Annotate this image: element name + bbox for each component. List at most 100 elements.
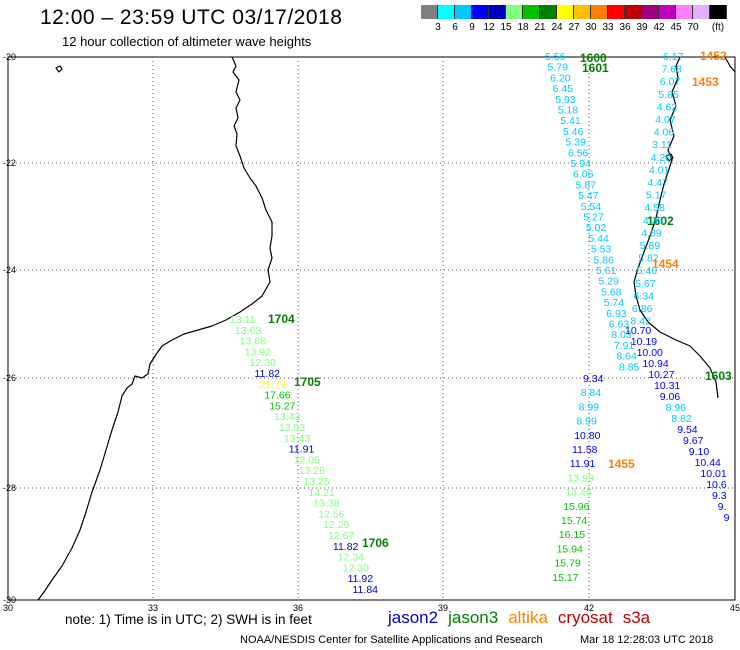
time-label: 1601 — [582, 61, 609, 75]
swh-value: 4.01 — [649, 164, 670, 176]
swh-value: 5.93 — [555, 94, 576, 106]
lat-label: -28 — [3, 483, 16, 493]
scale-swatch — [523, 5, 540, 19]
map-frame — [7, 56, 736, 601]
island-outline — [55, 65, 63, 73]
swh-value: 4.20 — [651, 152, 672, 164]
scale-swatch — [591, 5, 608, 19]
lon-label: 39 — [438, 603, 448, 613]
coastline — [37, 56, 736, 601]
swh-value: 12.34 — [338, 552, 364, 564]
scale-label: 18 — [517, 22, 529, 33]
scale-swatch — [710, 5, 727, 19]
swh-value: 15.96 — [563, 501, 589, 513]
swh-value: 8.85 — [619, 361, 640, 373]
legend-s3a: s3a — [622, 608, 651, 627]
swh-value: 13.92 — [245, 346, 271, 358]
swh-value: 10.01 — [700, 468, 726, 480]
scale-label: 15 — [500, 22, 512, 33]
swh-value: 5.94 — [571, 158, 592, 170]
scale-label: 39 — [636, 22, 648, 33]
swh-value: 5.17 — [646, 190, 667, 202]
swh-value: 13.43 — [274, 411, 300, 423]
scale-swatch — [574, 5, 591, 19]
swh-value: 13.68 — [240, 336, 266, 348]
swh-value: 10.44 — [695, 457, 721, 469]
swh-value: 17.66 — [264, 390, 290, 402]
credit-text: NOAA/NESDIS Center for Satellite Applica… — [240, 634, 543, 646]
swh-value: 15.79 — [554, 558, 580, 570]
swh-value: 5.79 — [548, 62, 569, 74]
swh-value: 13.63 — [235, 325, 261, 337]
scale-swatch — [625, 5, 642, 19]
scale-swatch — [540, 5, 557, 19]
swh-value: 5.54 — [581, 201, 602, 213]
scale-label: 36 — [619, 22, 631, 33]
swh-value: 7.91 — [614, 340, 635, 352]
swh-value: 9.54 — [677, 424, 698, 436]
swh-value: 6.17 — [663, 51, 684, 63]
swh-value: 8.99 — [579, 401, 600, 413]
scale-label: 70 — [687, 22, 699, 33]
lat-label: -20 — [3, 52, 16, 62]
scale-label: 42 — [653, 22, 665, 33]
swh-value: 5.86 — [593, 254, 614, 266]
swh-value: 13.38 — [313, 498, 339, 510]
scale-label: 9 — [469, 22, 475, 33]
swh-value: 5.67 — [635, 278, 656, 290]
swh-value: 6.20 — [550, 72, 571, 84]
madagascar-north-coast — [724, 56, 736, 73]
swh-value: 9.67 — [683, 435, 704, 447]
swh-value: 5.85 — [658, 89, 679, 101]
scale-swatch — [608, 5, 625, 19]
swh-value: 5.87 — [576, 179, 597, 191]
swh-value: 5.53 — [591, 244, 612, 256]
generated-timestamp: Mar 18 12:28:03 UTC 2018 — [580, 634, 714, 646]
lon-label: 30 — [3, 603, 13, 613]
swh-value: 9 — [724, 512, 730, 524]
swh-value: 21.79 — [259, 379, 285, 391]
altimeter-tracks: 13.1113.6313.6813.9212.3011.8221.7917.66… — [230, 49, 732, 596]
swh-value: 4.35 — [643, 215, 664, 227]
swh-value: 13.93 — [279, 422, 305, 434]
swh-value: 5.61 — [596, 265, 617, 277]
swh-value: 4.06 — [654, 127, 675, 139]
satellite-legend: jason2 jason3 altika cryosat s3a — [388, 608, 660, 628]
time-label: 1602 — [647, 214, 674, 228]
swh-value: 7.68 — [661, 64, 682, 76]
scale-label: 33 — [602, 22, 614, 33]
scale-label: 3 — [435, 22, 441, 33]
time-label: 1452 — [700, 49, 727, 63]
swh-value: 4.58 — [644, 202, 665, 214]
swh-value: 13.25 — [304, 476, 330, 488]
swh-value: 5.29 — [599, 276, 620, 288]
swh-value: 13.11 — [230, 314, 256, 326]
swh-value: 5.46 — [563, 126, 584, 138]
swh-value: 9. — [718, 501, 727, 513]
scale-swatch — [472, 5, 489, 19]
color-scale-labels: 3 6 9 12 15 18 21 24 27 30 33 36 39 42 45 70 (ft) — [421, 22, 740, 36]
scale-label: 30 — [585, 22, 597, 33]
swh-value: 13.99 — [568, 472, 594, 484]
madagascar-coast — [633, 56, 719, 399]
swh-value: 5.82 — [638, 253, 659, 265]
scale-swatch — [506, 5, 523, 19]
swh-value: 10.27 — [648, 369, 674, 381]
swh-value: 12.30 — [250, 357, 276, 369]
swh-value: 12.05 — [294, 454, 320, 466]
swh-value: 13.28 — [299, 465, 325, 477]
swh-value: 5.27 — [583, 212, 604, 224]
swh-value: 10.94 — [642, 358, 668, 370]
color-scale-bar — [421, 5, 727, 19]
swh-value: 11.82 — [333, 541, 359, 553]
swh-value: 5.44 — [588, 233, 609, 245]
swh-value: 12.30 — [343, 562, 369, 574]
lat-label: -22 — [3, 158, 16, 168]
legend-jason2: jason2 — [388, 608, 439, 627]
swh-value: 12.56 — [318, 508, 344, 520]
lon-label: 36 — [293, 603, 303, 613]
swh-value: 14.21 — [308, 487, 334, 499]
swh-value: 15.17 — [552, 572, 578, 584]
swh-value: 11.84 — [353, 584, 379, 596]
